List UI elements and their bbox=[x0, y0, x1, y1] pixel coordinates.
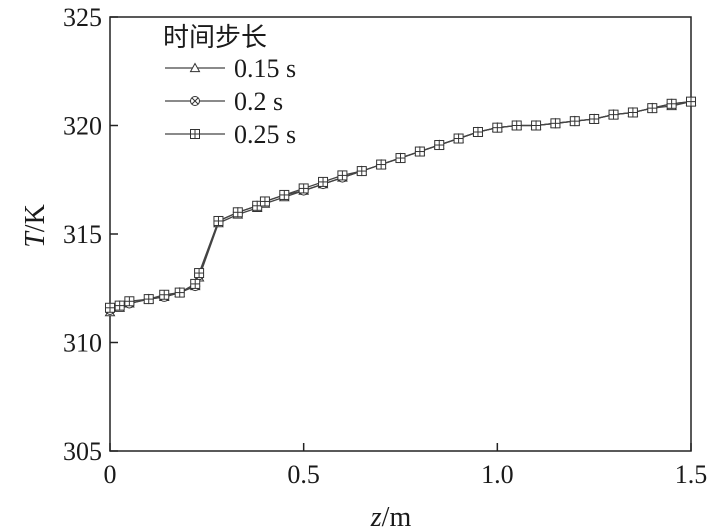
y-tick-label: 310 bbox=[63, 329, 102, 358]
data-point bbox=[356, 166, 367, 177]
x-tick-label: 0.5 bbox=[287, 460, 320, 489]
x-axis-variable: z bbox=[370, 502, 382, 531]
y-tick-label: 325 bbox=[63, 3, 102, 32]
x-axis-unit: /m bbox=[382, 502, 412, 531]
data-point bbox=[647, 103, 658, 114]
x-tick-label: 1.0 bbox=[481, 460, 514, 489]
y-axis-unit: /K bbox=[20, 204, 51, 232]
y-tick-label: 320 bbox=[63, 112, 102, 141]
series-3 bbox=[105, 96, 696, 313]
legend-label: 0.25 s bbox=[234, 120, 296, 149]
series-line bbox=[109, 100, 692, 309]
data-point bbox=[434, 140, 445, 151]
data-point bbox=[259, 196, 270, 207]
plot-frame bbox=[109, 16, 692, 452]
data-point bbox=[105, 302, 115, 313]
x-axis: 0 0.5 1.0 1.5 bbox=[104, 443, 708, 489]
data-point bbox=[395, 153, 406, 164]
legend-title: 时间步长 bbox=[163, 23, 267, 53]
data-point bbox=[143, 294, 154, 305]
legend-label: 0.2 s bbox=[234, 87, 283, 116]
data-point bbox=[511, 120, 522, 131]
data-point bbox=[114, 300, 125, 311]
legend-marker bbox=[190, 129, 200, 139]
data-point bbox=[589, 113, 600, 124]
data-point bbox=[492, 122, 503, 133]
legend: 时间步长 0.15 s 0.2 s 0.25 s bbox=[163, 23, 296, 149]
plot-area-border bbox=[109, 16, 692, 452]
legend-marker bbox=[189, 62, 201, 73]
data-point bbox=[279, 189, 290, 200]
legend-entry: 0.2 s bbox=[165, 87, 283, 116]
data-point bbox=[159, 289, 170, 300]
data-point bbox=[232, 207, 243, 218]
data-point bbox=[569, 116, 580, 127]
y-tick-label: 315 bbox=[63, 220, 102, 249]
y-tick-label: 305 bbox=[63, 437, 102, 466]
x-axis-title: z/m bbox=[370, 502, 412, 531]
data-point bbox=[531, 120, 542, 131]
data-point bbox=[124, 296, 135, 307]
x-tick-label: 1.5 bbox=[675, 460, 708, 489]
x-tick-label: 0 bbox=[104, 460, 117, 489]
data-point bbox=[414, 146, 425, 157]
legend-label: 0.15 s bbox=[234, 54, 296, 83]
data-point bbox=[298, 183, 309, 194]
data-point bbox=[550, 118, 561, 129]
data-point bbox=[376, 159, 387, 170]
data-point bbox=[608, 109, 619, 120]
y-axis-variable: T bbox=[20, 230, 51, 248]
data-point bbox=[627, 107, 638, 118]
data-point bbox=[472, 127, 483, 138]
data-point bbox=[453, 133, 464, 144]
data-point bbox=[174, 287, 185, 298]
legend-marker bbox=[190, 96, 200, 106]
y-axis-title: T/K bbox=[20, 204, 51, 248]
data-point bbox=[337, 170, 348, 181]
data-point bbox=[666, 98, 677, 109]
data-point bbox=[213, 215, 224, 226]
y-axis: 305 310 315 320 325 bbox=[63, 3, 118, 466]
data-point bbox=[190, 278, 201, 289]
legend-entry: 0.15 s bbox=[165, 54, 296, 83]
data-point bbox=[194, 268, 205, 279]
series-layer bbox=[104, 96, 697, 317]
legend-entry: 0.25 s bbox=[165, 120, 296, 149]
data-point bbox=[318, 176, 329, 187]
data-point bbox=[686, 96, 696, 107]
